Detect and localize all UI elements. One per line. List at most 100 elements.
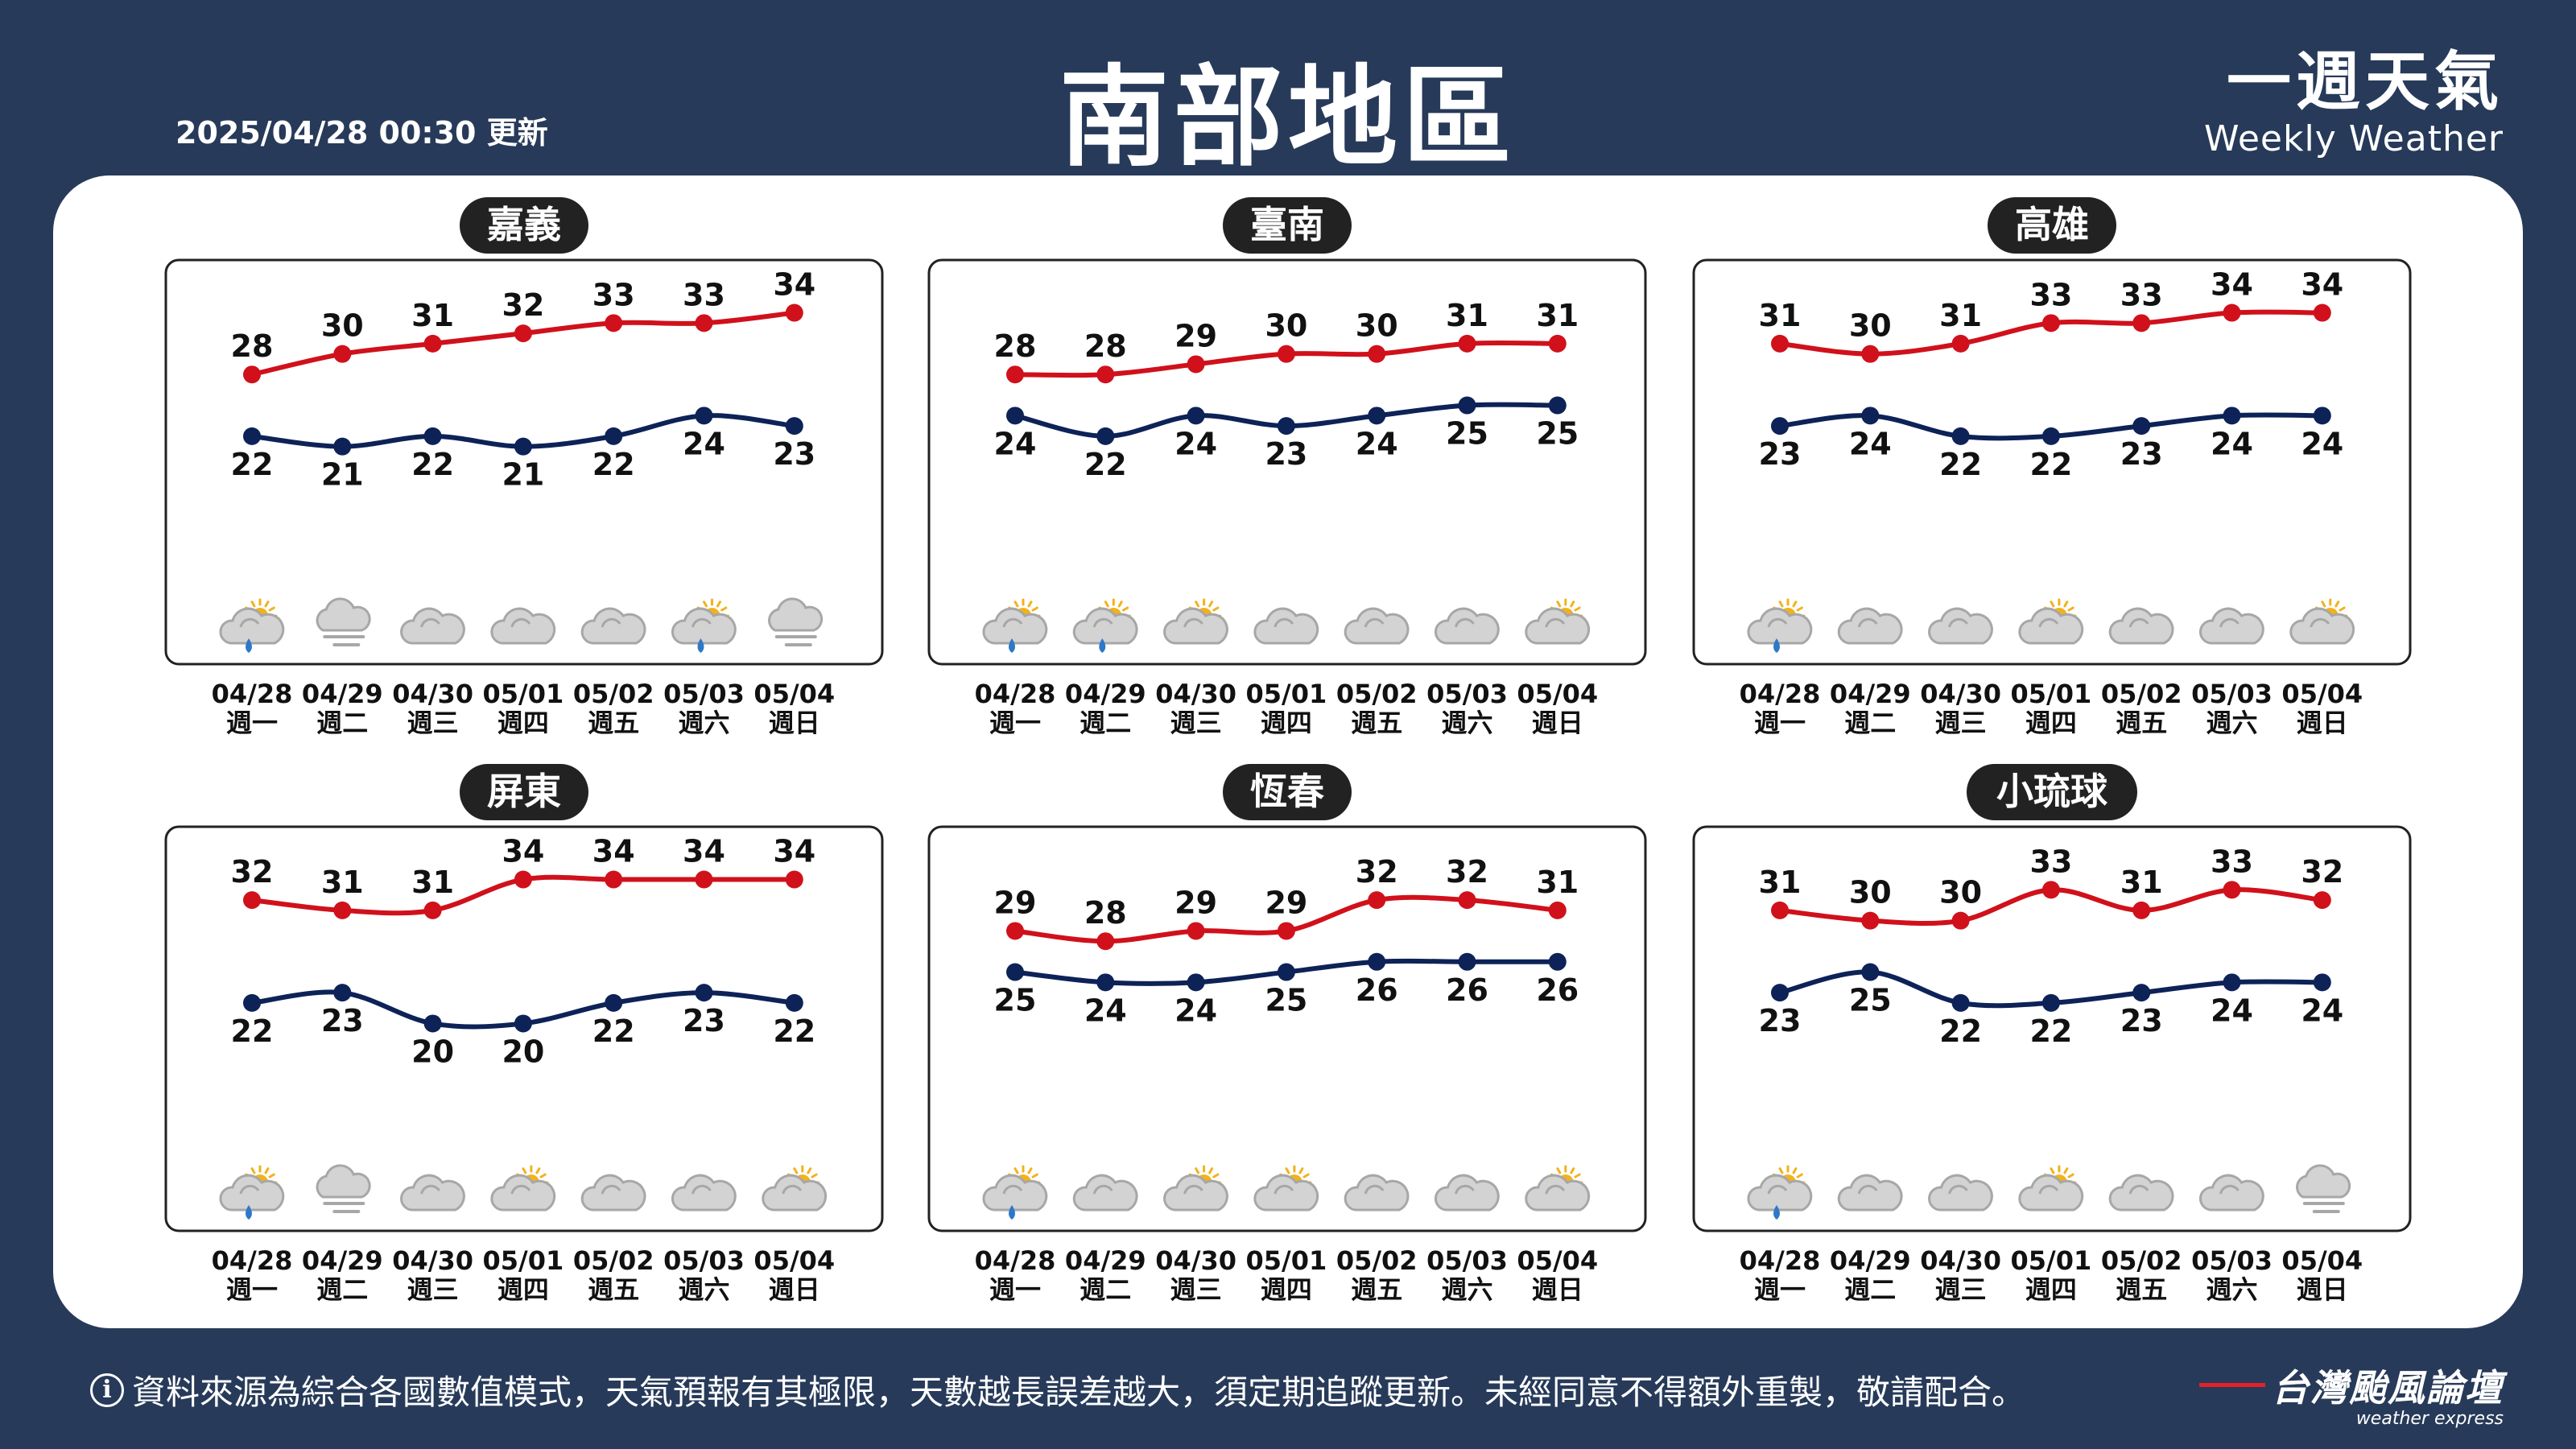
logo-text-en: weather express [2355, 1409, 2504, 1429]
low-temp-point [1951, 427, 1970, 445]
high-temp-label: 32 [1446, 854, 1488, 890]
cloudy-icon [490, 607, 556, 645]
high-temp-point [2132, 314, 2151, 332]
date-tick-label: 04/28 [975, 1245, 1056, 1276]
brand-block: 一週天氣 Weekly Weather [2204, 45, 2504, 159]
cloudy-icon [1928, 1174, 1993, 1212]
fog-icon [768, 597, 824, 646]
high-temp-label: 32 [502, 287, 544, 323]
weekday-tick-label: 週六 [2206, 1274, 2257, 1305]
low-temp-point [1548, 396, 1567, 415]
high-temp-label: 34 [773, 834, 815, 869]
low-temp-label: 20 [502, 1034, 544, 1069]
low-temp-point [1187, 407, 1205, 425]
weekday-tick-label: 週三 [1935, 708, 1987, 738]
low-temp-label: 25 [1849, 983, 1892, 1018]
high-temp-label: 28 [231, 328, 274, 364]
weekday-tick-label: 週日 [1532, 708, 1583, 738]
high-temp-point [1187, 355, 1205, 374]
city-title-pill [460, 197, 588, 254]
low-temp-point [1187, 973, 1205, 992]
city-title-pill [1223, 764, 1352, 820]
date-tick-label: 05/02 [2101, 1245, 2182, 1276]
high-temp-point [1006, 365, 1024, 384]
high-temp-label: 31 [1939, 298, 1982, 333]
low-temp-label: 22 [1084, 447, 1127, 482]
weekday-tick-label: 週二 [1080, 708, 1131, 738]
high-temp-label: 34 [502, 834, 544, 869]
date-tick-label: 04/28 [212, 1245, 293, 1276]
city-title: 高雄 [2015, 203, 2089, 246]
date-tick-label: 04/28 [975, 679, 1056, 709]
brand-title-zh: 一週天氣 [2227, 44, 2504, 119]
high-temp-label: 30 [1849, 308, 1892, 344]
high-temp-label: 31 [411, 298, 454, 333]
low-temp-label: 23 [773, 436, 815, 472]
weekday-tick-label: 週四 [2025, 708, 2077, 738]
chart-frame [927, 258, 1647, 666]
cloudy-icon [1928, 607, 1993, 645]
weekday-tick-label: 週四 [2025, 1274, 2077, 1305]
update-timestamp: 2025/04/28 00:30 更新 [175, 115, 548, 151]
weekday-tick-label: 週四 [1261, 1274, 1312, 1305]
partly-sunny-icon [2018, 1165, 2084, 1212]
low-temp-point [2313, 973, 2331, 992]
low-temp-label: 26 [1536, 972, 1579, 1008]
partly-sunny-rain-icon [1747, 598, 1813, 653]
cloudy-icon [400, 1174, 465, 1212]
low-temp-label: 23 [1265, 436, 1307, 472]
low-temp-label: 24 [1084, 993, 1127, 1028]
date-tick-label: 05/02 [573, 679, 654, 709]
high-temp-point [1187, 922, 1205, 940]
weekday-tick-label: 週日 [2297, 708, 2348, 738]
weekday-tick-label: 週一 [989, 708, 1041, 738]
partly-sunny-icon [762, 1165, 828, 1212]
low-temp-point [1771, 417, 1789, 436]
high-temp-label: 31 [1759, 865, 1802, 900]
low-temp-label: 25 [1265, 983, 1307, 1018]
high-temp-label: 29 [1265, 885, 1307, 920]
weekday-tick-label: 週日 [769, 708, 820, 738]
high-temp-label: 29 [1174, 885, 1217, 920]
low-temp-point [695, 984, 713, 1002]
low-temp-label: 22 [231, 447, 274, 482]
low-temp-label: 24 [994, 426, 1037, 461]
partly-sunny-icon [2018, 598, 2084, 645]
date-tick-label: 05/01 [2011, 679, 2092, 709]
high-temp-point [1368, 891, 1386, 910]
date-tick-label: 04/29 [1065, 679, 1146, 709]
weekday-tick-label: 週四 [497, 708, 549, 738]
high-temp-label: 30 [321, 308, 364, 344]
weekday-tick-label: 週四 [497, 1274, 549, 1305]
high-temp-label: 30 [1356, 308, 1398, 344]
high-temp-point [2223, 881, 2241, 899]
high-temp-point [2132, 901, 2151, 919]
high-temp-label: 34 [773, 267, 815, 303]
high-temp-label: 31 [1446, 298, 1488, 333]
date-tick-label: 04/28 [1740, 1245, 1821, 1276]
high-temp-point [514, 870, 532, 889]
cloudy-icon [2198, 1174, 2264, 1212]
footer-disclaimer: i 資料來源為綜合各國數值模式，天氣預報有其極限，天數越長誤差越大，須定期追蹤更… [90, 1365, 2025, 1414]
cloudy-icon [1344, 607, 1410, 645]
date-tick-label: 04/30 [392, 1245, 473, 1276]
cloudy-icon [580, 1174, 646, 1212]
high-temp-label: 30 [1849, 875, 1892, 910]
high-temp-label: 33 [2120, 277, 2163, 312]
high-temp-label: 32 [1356, 854, 1398, 890]
high-temp-point [1861, 911, 1880, 930]
high-temp-point [2313, 891, 2331, 910]
low-temp-point [1951, 993, 1970, 1012]
high-temp-point [1096, 932, 1115, 951]
weekday-tick-label: 週五 [588, 708, 639, 738]
low-temp-point [1006, 407, 1024, 425]
cloudy-icon [671, 1174, 737, 1212]
low-temp-point [1096, 427, 1115, 445]
weekday-tick-label: 週三 [1170, 708, 1222, 738]
date-tick-label: 04/30 [1155, 1245, 1236, 1276]
weekday-tick-label: 週一 [226, 708, 278, 738]
date-tick-label: 04/28 [1740, 679, 1821, 709]
